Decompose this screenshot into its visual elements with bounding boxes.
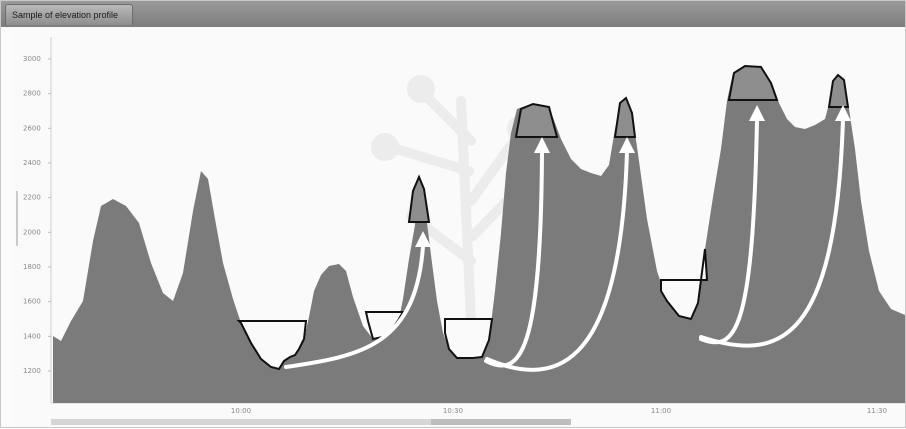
y-tick-label: 2400	[23, 159, 41, 167]
scrollbar-thumb[interactable]	[431, 419, 571, 425]
arrowhead-5	[835, 105, 851, 121]
arrow-3	[485, 149, 629, 372]
x-tick-label: 10:30	[443, 407, 463, 415]
y-tick-label: 1600	[23, 298, 41, 306]
peak-cap-3	[613, 96, 637, 138]
y-tick-label: 1800	[23, 263, 41, 271]
peak-cap-2	[514, 102, 559, 138]
peak-cap-5	[827, 73, 850, 108]
x-tick-labels: 10:00 10:30 11:00 11:30	[231, 407, 887, 415]
y-tick-label: 1200	[23, 367, 41, 375]
y-tick-label: 2200	[23, 194, 41, 202]
arrowhead-3	[619, 137, 635, 153]
arrow-1	[284, 244, 425, 369]
valley-pool-3	[444, 318, 494, 359]
arrowhead-2	[534, 137, 550, 153]
arrows	[284, 117, 845, 372]
y-tick-label: 3000	[23, 55, 41, 63]
tab-chart[interactable]: Sample of elevation profile	[5, 4, 134, 25]
y-tick-label: 1400	[23, 332, 41, 340]
x-tick-label: 11:00	[651, 407, 671, 415]
peak-cap-4	[727, 64, 779, 101]
y-tick-labels: 3000 2800 2600 2400 2200 2000 1800 1600 1400 1200	[23, 55, 51, 375]
arrowhead-1	[415, 231, 431, 247]
peak-cap-1	[407, 174, 431, 223]
y-tick-label: 2600	[23, 124, 41, 132]
x-tick-label: 10:00	[231, 407, 251, 415]
valley-pool-4	[660, 248, 709, 321]
arrowhead-4	[749, 105, 765, 121]
title-bar: Sample of elevation profile	[1, 1, 905, 27]
arrow-5	[699, 117, 845, 348]
arrowheads	[415, 105, 851, 247]
x-tick-label: 11:30	[867, 407, 887, 415]
y-tick-label: 2800	[23, 90, 41, 98]
y-tick-label: 2000	[23, 228, 41, 236]
valley-pool-1	[236, 320, 308, 371]
horizontal-scrollbar[interactable]	[51, 419, 571, 425]
